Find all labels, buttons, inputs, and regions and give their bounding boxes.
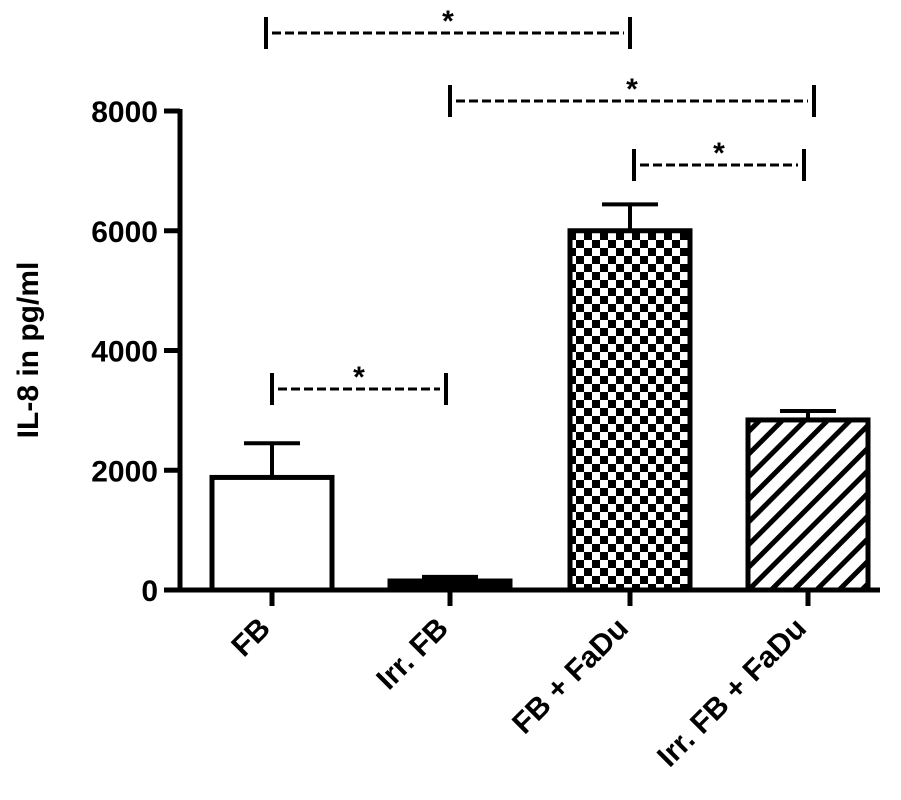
y-tick-label: 6000 [91, 216, 158, 249]
x-tick-label: FB + FaDu [506, 612, 635, 741]
y-tick-label: 8000 [91, 96, 158, 129]
bar [567, 228, 693, 593]
bar [745, 417, 871, 593]
significance-label: * [713, 137, 725, 170]
y-axis-label: IL-8 in pg/ml [12, 262, 45, 439]
bar [209, 474, 335, 593]
y-tick-label: 4000 [91, 336, 158, 369]
x-tick-label: Irr. FB [370, 612, 455, 697]
bar [387, 578, 513, 593]
significance-label: * [353, 361, 365, 394]
y-tick-label: 0 [141, 575, 158, 608]
significance-label: * [626, 73, 638, 106]
significance-label: * [442, 5, 454, 38]
x-tick-label: Irr. FB + FaDu [651, 612, 813, 774]
x-tick-label: FB [225, 612, 277, 664]
y-tick-label: 2000 [91, 455, 158, 488]
